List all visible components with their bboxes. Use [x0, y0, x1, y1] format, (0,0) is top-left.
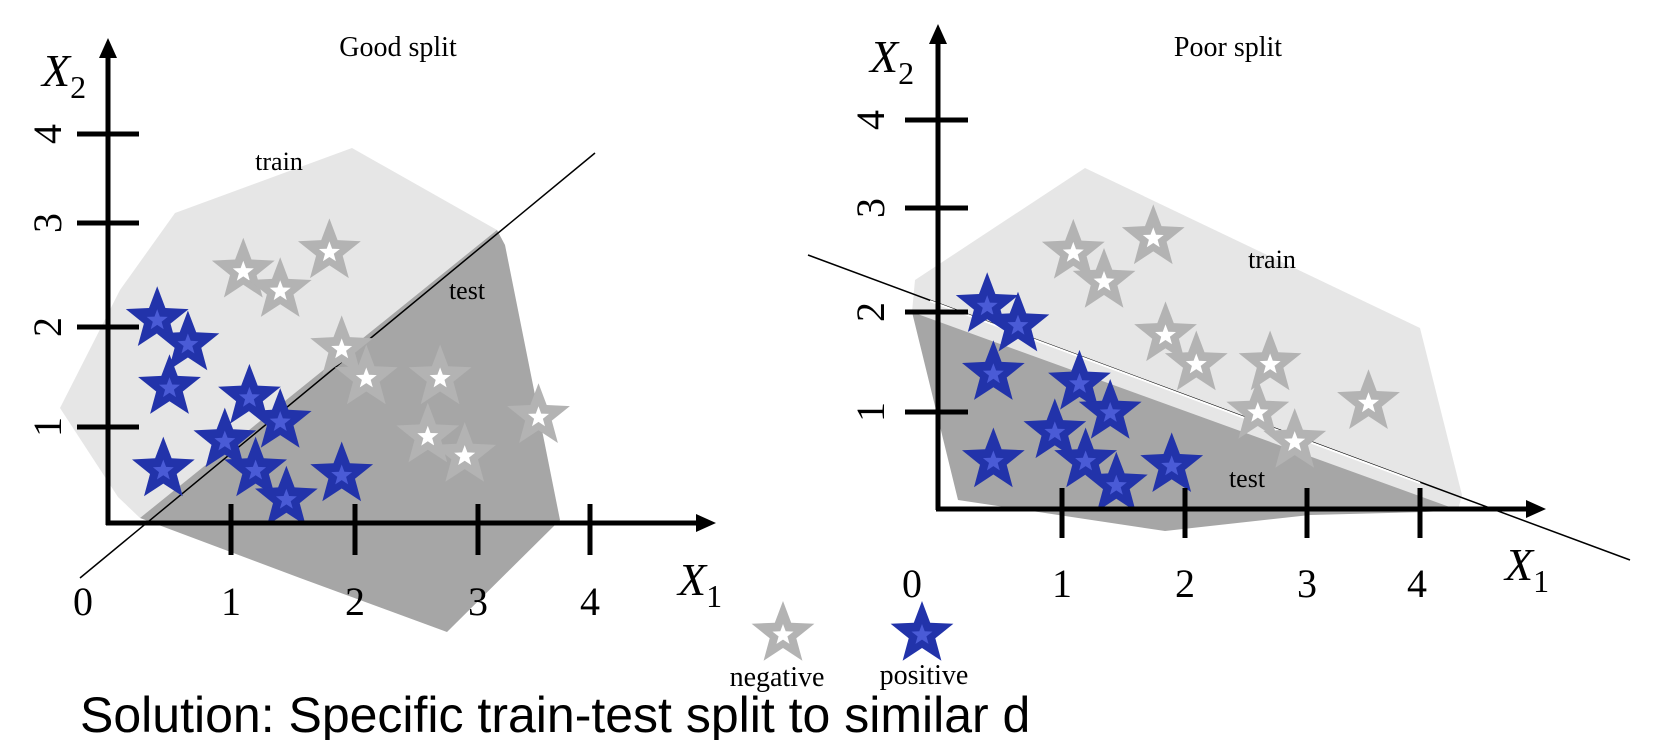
- negative-star: [310, 315, 374, 376]
- negative-star: [1263, 408, 1327, 468]
- legend-negative-label: negative: [730, 662, 825, 693]
- y-tick-label: 3: [848, 198, 893, 218]
- x-tick-label: 2: [345, 579, 365, 624]
- legend: negative positive: [730, 601, 969, 693]
- positive-star: [1054, 427, 1117, 488]
- train-region: [60, 148, 497, 518]
- x-tick-label: 2: [1175, 561, 1195, 606]
- x-tick-label: 1: [221, 579, 241, 624]
- negative-star: [1238, 330, 1302, 391]
- panel-good-split: 0 1 2 3 4 1 2 3 4 X2 X1 Good split train…: [25, 32, 722, 632]
- x-axis-arrow: [696, 514, 716, 532]
- negative-star: [1041, 218, 1105, 279]
- y-tick-label: 1: [848, 402, 893, 422]
- y-axis-arrow: [99, 38, 117, 58]
- positive-star: [125, 286, 189, 346]
- panel-poor-split: 0 1 2 3 4 1 2 3 4 X2 X1 Poor split train…: [807, 24, 1631, 606]
- negative-star: [1164, 330, 1228, 391]
- x-ticks: [1059, 488, 1423, 538]
- legend-negative-icon: [751, 601, 815, 661]
- train-region: [912, 168, 1462, 510]
- panel-title: Poor split: [1174, 32, 1282, 63]
- negative-star: [334, 344, 398, 405]
- positive-star: [1078, 379, 1142, 439]
- y-axis-arrow: [929, 24, 947, 44]
- figure-canvas: 0 1 2 3 4 1 2 3 4 X2 X1 Good split train…: [25, 24, 1631, 693]
- positive-star: [156, 310, 220, 371]
- negative-star: [211, 237, 275, 298]
- negative-star: [1134, 301, 1197, 362]
- x-ticks: [228, 504, 593, 555]
- y-tick-label: 4: [848, 110, 893, 130]
- positive-star: [962, 427, 1025, 488]
- point-layer: [125, 218, 570, 526]
- negative-star: [1072, 248, 1136, 308]
- negative-star: [408, 344, 472, 405]
- y-axis-title: X2: [40, 45, 86, 105]
- positive-star: [193, 407, 257, 468]
- panel-title: Good split: [339, 32, 457, 63]
- y-tick-label: 2: [848, 302, 893, 322]
- x-tick-label: 4: [1407, 561, 1427, 606]
- x-axis-title: X1: [1503, 539, 1549, 599]
- positive-star: [248, 388, 312, 448]
- x-tick-label: 4: [580, 579, 600, 624]
- positive-star: [955, 272, 1019, 332]
- point-layer: [955, 204, 1400, 512]
- test-label: test: [1229, 464, 1266, 493]
- x-tick-label: 3: [468, 579, 488, 624]
- x-tick-label: 3: [1297, 561, 1317, 606]
- positive-star: [255, 465, 318, 526]
- y-tick-label: 3: [25, 213, 70, 233]
- test-label: test: [449, 276, 486, 305]
- legend-positive-icon: [890, 601, 954, 661]
- negative-star-icon: [751, 601, 815, 661]
- positive-star: [224, 436, 287, 497]
- negative-star: [298, 218, 361, 279]
- positive-star: [1140, 432, 1204, 492]
- train-label: train: [255, 147, 303, 176]
- slide-caption: Solution: Specific train-test split to s…: [80, 687, 1031, 743]
- negative-star: [1121, 204, 1185, 265]
- legend-positive-label: positive: [880, 660, 969, 691]
- positive-star: [1085, 451, 1148, 512]
- positive-star: [218, 363, 281, 424]
- negative-star: [1337, 369, 1400, 429]
- train-label: train: [1248, 245, 1296, 274]
- origin-label: 0: [73, 579, 93, 624]
- x-tick-label: 1: [1052, 561, 1072, 606]
- negative-star: [396, 402, 460, 463]
- split-line: [79, 152, 596, 579]
- positive-star-icon: [890, 601, 954, 661]
- negative-star: [507, 383, 570, 443]
- origin-label: 0: [902, 561, 922, 606]
- positive-star: [310, 441, 374, 502]
- y-ticks: [77, 131, 139, 430]
- y-axis-title: X2: [868, 31, 914, 91]
- positive-star: [986, 291, 1050, 352]
- positive-star: [1048, 349, 1111, 410]
- positive-star: [962, 340, 1025, 400]
- y-tick-label: 2: [25, 317, 70, 337]
- x-axis-title: X1: [676, 554, 722, 614]
- y-tick-label: 1: [25, 417, 70, 437]
- negative-star: [248, 257, 312, 317]
- positive-star: [132, 436, 195, 497]
- test-region: [912, 312, 1458, 531]
- x-axis-arrow: [1526, 500, 1546, 518]
- y-ticks: [905, 117, 968, 415]
- positive-star: [1023, 398, 1087, 459]
- test-region: [140, 230, 560, 632]
- negative-star: [433, 422, 497, 482]
- positive-star: [138, 354, 201, 414]
- negative-star: [1226, 379, 1290, 439]
- y-tick-label: 4: [25, 124, 70, 144]
